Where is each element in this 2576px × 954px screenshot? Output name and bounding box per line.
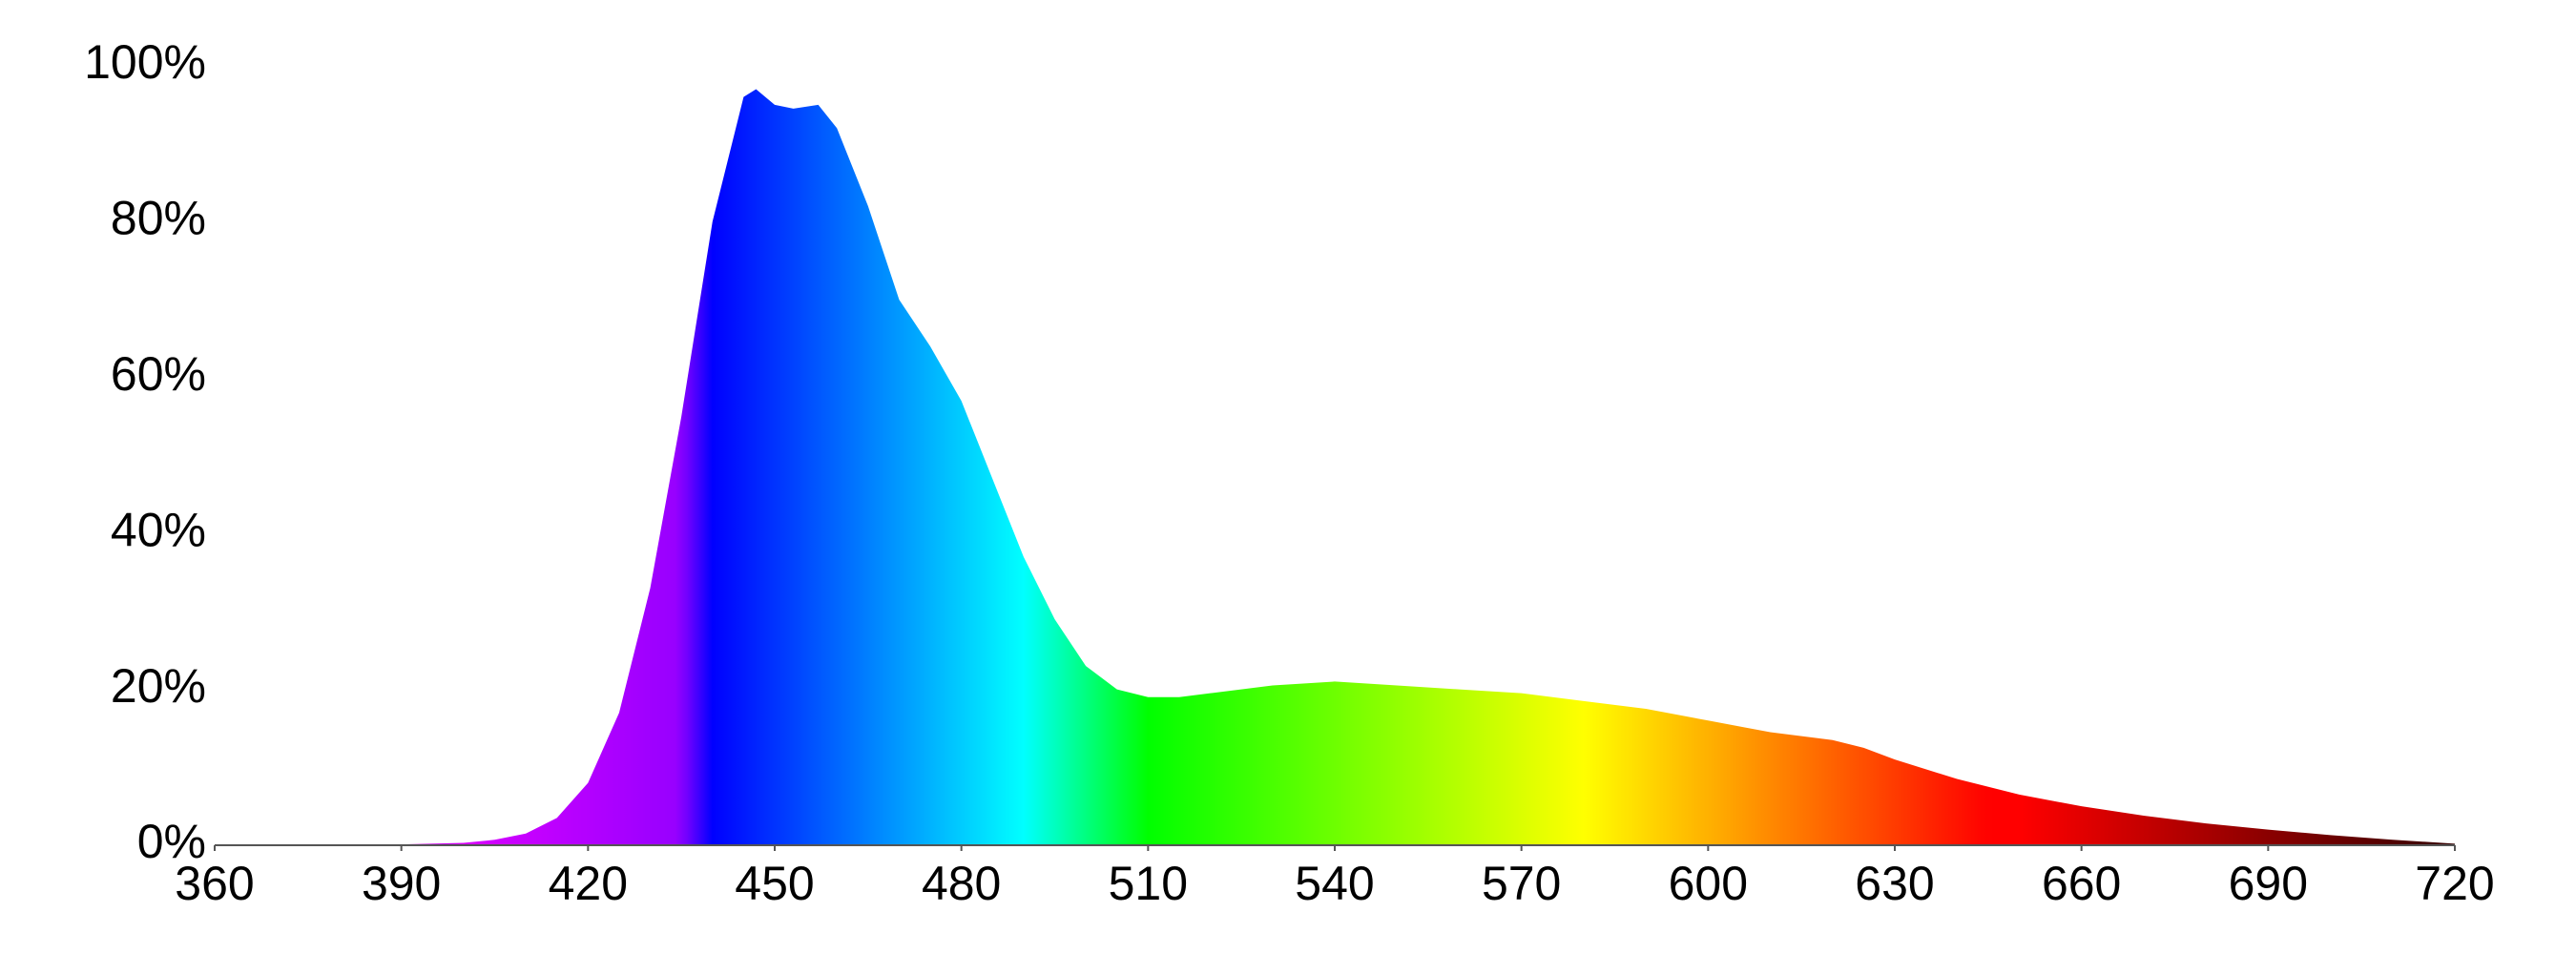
x-tick-label: 540: [1295, 857, 1374, 910]
y-tick-label: 0%: [137, 815, 206, 868]
x-tick-label: 480: [922, 857, 1001, 910]
y-tick-label: 20%: [111, 659, 206, 713]
x-tick-label: 420: [549, 857, 628, 910]
x-tick-label: 600: [1669, 857, 1748, 910]
x-tick-label: 450: [735, 857, 814, 910]
x-tick-label: 660: [2042, 857, 2121, 910]
x-tick-label: 690: [2229, 857, 2308, 910]
x-tick-label: 390: [362, 857, 441, 910]
x-tick-label: 360: [175, 857, 254, 910]
y-tick-label: 40%: [111, 503, 206, 556]
y-tick-label: 80%: [111, 192, 206, 245]
x-tick-label: 720: [2415, 857, 2494, 910]
x-tick-label: 630: [1855, 857, 1934, 910]
x-tick-label: 510: [1109, 857, 1188, 910]
y-tick-label: 100%: [84, 35, 206, 89]
x-tick-label: 570: [1482, 857, 1561, 910]
spectrum-area: [215, 89, 2455, 845]
y-tick-label: 60%: [111, 347, 206, 401]
